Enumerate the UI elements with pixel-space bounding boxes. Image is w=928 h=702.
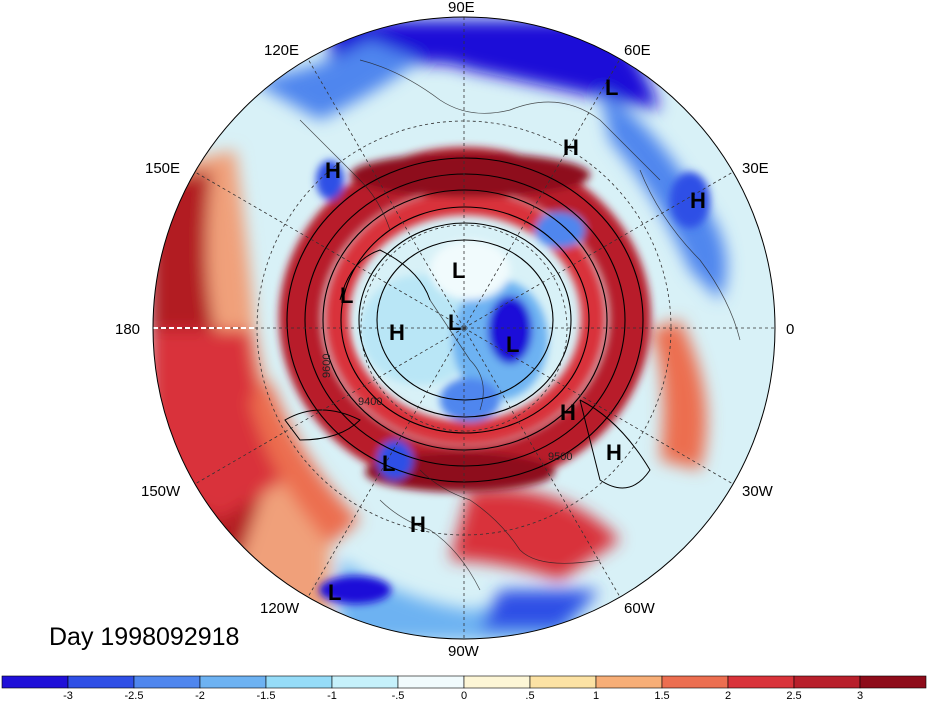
date-label: Day 1998092918 (49, 623, 239, 651)
high-pressure-marker: H (606, 440, 622, 465)
map-boundary (152, 16, 776, 640)
colorbar-tick-label: 3 (857, 690, 863, 702)
low-pressure-marker: L (340, 283, 353, 308)
longitude-label: 30W (742, 483, 774, 500)
colorbar-box (1, 675, 69, 689)
colorbar-box (463, 675, 531, 689)
colorbar: -3 -2.5 -2 -1.5 -1 -.5 0 .5 1 1.5 2 2.5 3 (1, 675, 927, 702)
colorbar-box (595, 675, 663, 689)
contour-label: 9500 (548, 451, 572, 463)
longitude-label: 60E (624, 42, 651, 59)
low-pressure-marker: L (448, 310, 461, 335)
colorbar-boxes (1, 675, 927, 689)
colorbar-box (199, 675, 267, 689)
coastlines (299, 59, 741, 591)
longitude-label: 60W (624, 600, 656, 617)
longitude-label: 90W (448, 643, 480, 660)
colorbar-tick-label: 2 (725, 690, 731, 702)
longitude-label: 90E (448, 0, 475, 16)
longitude-label: 120W (260, 600, 300, 617)
high-pressure-marker: H (325, 158, 341, 183)
longitude-label: 30E (742, 160, 769, 177)
longitude-label: 150E (145, 160, 180, 177)
low-pressure-marker: L (382, 451, 395, 476)
colorbar-box (793, 675, 861, 689)
pressure-systems: L H H H L L H L L H H L H L (325, 75, 706, 605)
colorbar-box (529, 675, 597, 689)
high-pressure-marker: H (690, 188, 706, 213)
colorbar-tick-label: 1 (593, 690, 599, 702)
high-pressure-marker: H (389, 320, 405, 345)
longitude-label: 150W (141, 483, 181, 500)
longitude-label: 180 (115, 321, 140, 338)
colorbar-box (265, 675, 333, 689)
colorbar-box (727, 675, 795, 689)
low-pressure-marker: L (605, 75, 618, 100)
colorbar-tick-label: -3 (63, 690, 73, 702)
longitude-label: 0 (786, 321, 794, 338)
longitude-label: 120E (264, 42, 299, 59)
colorbar-tick-label: .5 (525, 690, 534, 702)
low-pressure-marker: L (328, 580, 341, 605)
high-pressure-marker: H (560, 400, 576, 425)
colorbar-box (133, 675, 201, 689)
colorbar-box (67, 675, 135, 689)
colorbar-tick-label: -1.5 (257, 690, 276, 702)
colorbar-box (661, 675, 729, 689)
colorbar-tick-label: -1 (327, 690, 337, 702)
colorbar-box (331, 675, 399, 689)
longitude-labels: 90E 60E 30E 0 30W 60W 90W 120W 150W 180 … (115, 0, 794, 660)
colorbar-tick-label: 1.5 (654, 690, 669, 702)
contour-label: 9400 (358, 396, 382, 408)
colorbar-tick-labels: -3 -2.5 -2 -1.5 -1 -.5 0 .5 1 1.5 2 2.5 3 (63, 690, 863, 702)
colorbar-box (397, 675, 465, 689)
graticule (153, 17, 775, 639)
colorbar-tick-label: -2 (195, 690, 205, 702)
high-pressure-marker: H (563, 135, 579, 160)
colorbar-tick-label: -2.5 (125, 690, 144, 702)
colorbar-box (859, 675, 927, 689)
high-pressure-marker: H (410, 512, 426, 537)
colorbar-tick-label: -.5 (392, 690, 405, 702)
height-contours (284, 157, 651, 489)
low-pressure-marker: L (506, 332, 519, 357)
colorbar-tick-label: 2.5 (786, 690, 801, 702)
contour-label: 9600 (321, 354, 333, 378)
colorbar-tick-label: 0 (461, 690, 467, 702)
low-pressure-marker: L (452, 258, 465, 283)
